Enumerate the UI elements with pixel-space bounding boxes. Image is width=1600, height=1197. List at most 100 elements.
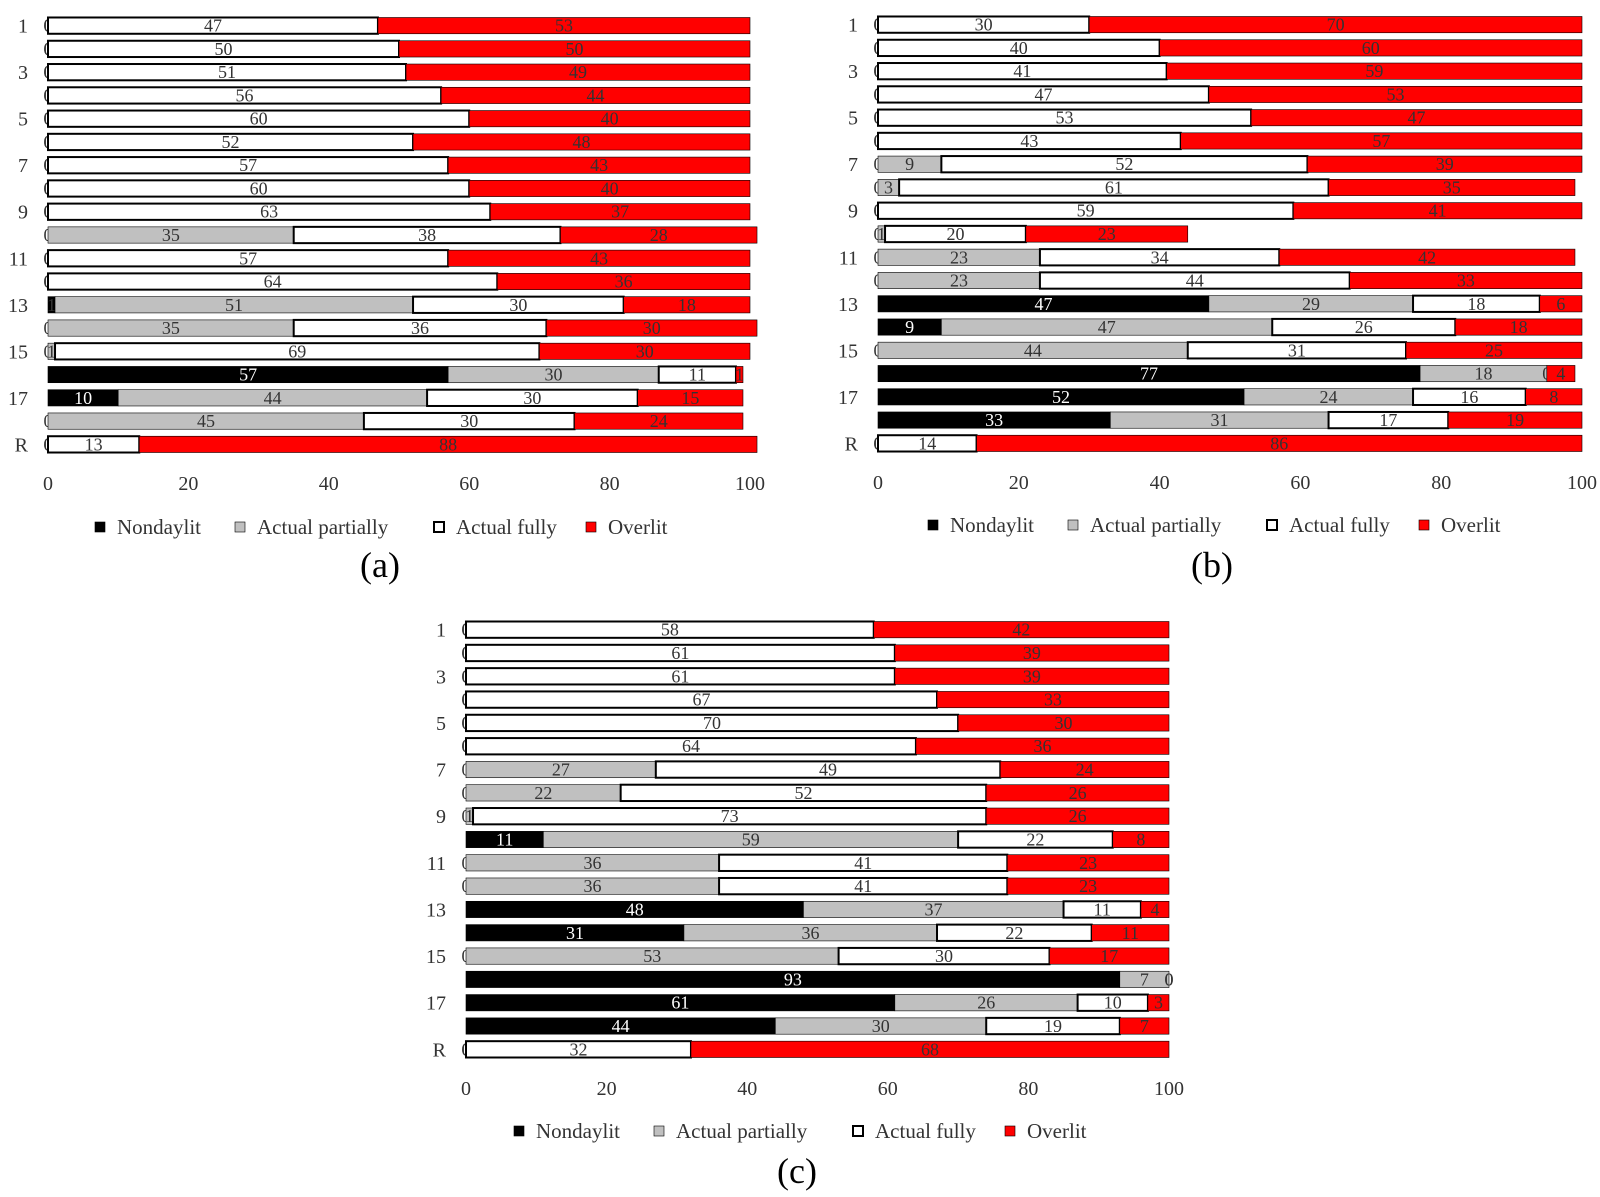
data-label: 18 [1467, 294, 1485, 314]
y-tick-label: 3 [18, 62, 28, 84]
data-label: 9 [905, 154, 914, 174]
data-label: 24 [1320, 387, 1338, 407]
y-tick-label: 7 [436, 760, 446, 782]
y-tick-label: R [433, 1039, 447, 1061]
data-label: 69 [288, 341, 306, 361]
bar-segment [1539, 295, 1583, 313]
y-tick-label: 7 [848, 154, 858, 176]
x-tick-label: 80 [1018, 1078, 1038, 1100]
x-tick-label: 0 [461, 1078, 471, 1100]
bar-segment [1025, 225, 1189, 243]
bar-segment [1007, 877, 1170, 895]
data-label: 30 [1055, 713, 1073, 733]
data-label: 3 [1154, 993, 1163, 1013]
legend-swatch [513, 1125, 525, 1137]
data-label: 63 [260, 202, 278, 222]
bar-segment [985, 784, 1170, 802]
data-label: 1 [735, 365, 744, 385]
bar-segment [894, 644, 1170, 662]
bar-segment [936, 691, 1170, 709]
bar-segment [1278, 248, 1576, 266]
data-label: 40 [601, 178, 619, 198]
data-label: 51 [218, 62, 236, 82]
legend-swatch [433, 521, 445, 533]
data-label: 61 [1105, 177, 1123, 197]
legend-swatch [852, 1125, 864, 1137]
x-tick-label: 100 [1567, 472, 1597, 494]
data-label: 11 [1094, 899, 1111, 919]
data-label: 13 [85, 434, 103, 454]
data-label: 19 [1506, 410, 1524, 430]
data-label: 29 [1302, 294, 1320, 314]
bar-segment [1147, 994, 1170, 1012]
data-label: 31 [1210, 410, 1228, 430]
data-label: 58 [661, 620, 679, 640]
data-label: 37 [611, 202, 629, 222]
bar-segment [894, 667, 1170, 685]
y-tick-label: 15 [8, 341, 28, 363]
x-tick-label: 40 [319, 473, 339, 495]
data-label: 57 [239, 248, 257, 268]
data-label: 0 [1165, 969, 1174, 989]
data-label: 47 [1034, 294, 1052, 314]
bar-segment [138, 435, 758, 453]
legend-swatch [1266, 519, 1278, 531]
data-label: 49 [569, 62, 587, 82]
data-label: 8 [1549, 387, 1558, 407]
data-label: 30 [872, 1016, 890, 1036]
data-label: 59 [1077, 201, 1095, 221]
data-label: 7 [1140, 1016, 1149, 1036]
data-label: 39 [1436, 154, 1454, 174]
x-tick-label: 40 [737, 1078, 757, 1100]
data-label: 30 [544, 365, 562, 385]
bar-segment [985, 807, 1170, 825]
data-label: 44 [1186, 271, 1204, 291]
bar-segment [377, 17, 751, 35]
data-label: 17 [1100, 946, 1118, 966]
x-tick-label: 40 [1150, 472, 1170, 494]
x-tick-label: 20 [1009, 472, 1029, 494]
data-label: 35 [162, 318, 180, 338]
bar-segment [1088, 16, 1583, 34]
bar-segment [1454, 318, 1583, 336]
data-label: 33 [1457, 271, 1475, 291]
x-tick-label: 100 [1154, 1078, 1184, 1100]
data-label: 25 [1485, 340, 1503, 360]
bar-segment [405, 63, 751, 81]
data-label: 48 [626, 899, 644, 919]
chart-panel-1: 0047531005050005149300564400604050052480… [8, 16, 765, 585]
legend-swatch [94, 521, 106, 533]
y-tick-label: 11 [839, 247, 858, 269]
data-label: 4 [1556, 364, 1565, 384]
data-label: 1 [465, 806, 474, 826]
y-tick-label: 13 [838, 294, 858, 316]
y-tick-label: 3 [436, 666, 446, 688]
y-tick-label: 7 [18, 155, 28, 177]
data-label: 1 [47, 341, 56, 361]
data-label: 31 [1288, 340, 1306, 360]
bar-segment [489, 203, 751, 221]
data-label: 44 [264, 388, 282, 408]
bar-segment [468, 180, 751, 197]
data-label: 64 [264, 272, 282, 292]
data-label: 23 [1079, 853, 1097, 873]
data-label: 49 [819, 760, 837, 780]
data-label: 41 [854, 876, 872, 896]
data-label: 48 [573, 132, 591, 152]
bar-segment [1119, 970, 1170, 988]
data-label: 42 [1418, 247, 1436, 267]
data-label: 60 [1362, 38, 1380, 58]
data-label: 7 [1140, 969, 1149, 989]
x-tick-label: 60 [878, 1078, 898, 1100]
data-label: 61 [671, 643, 689, 663]
data-label: 61 [671, 666, 689, 686]
data-label: 53 [555, 16, 573, 36]
data-label: 1 [47, 295, 56, 315]
data-label: 14 [918, 433, 936, 453]
bar-segment [468, 110, 751, 128]
data-label: 36 [1033, 736, 1051, 756]
bar-segment [1119, 1017, 1170, 1035]
data-label: 16 [1460, 387, 1478, 407]
data-label: 41 [854, 853, 872, 873]
y-tick-label: 1 [848, 15, 858, 37]
